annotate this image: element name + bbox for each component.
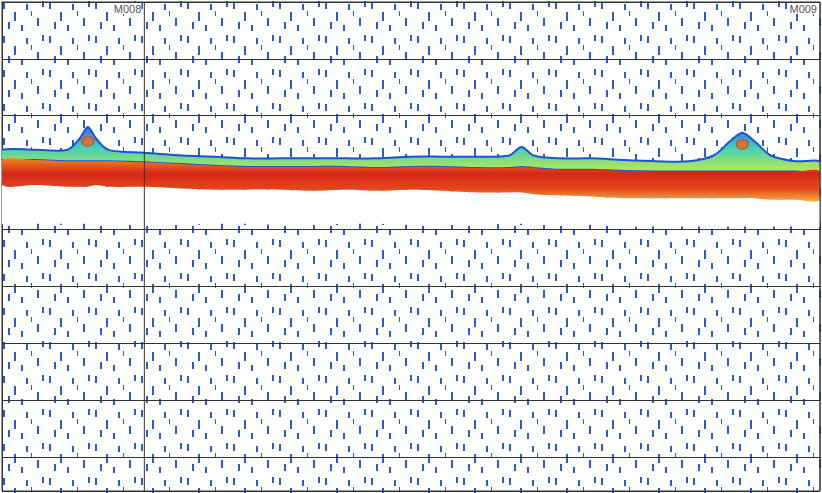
svg-text:M008: M008 [114,3,142,15]
svg-text:M009: M009 [789,3,817,15]
